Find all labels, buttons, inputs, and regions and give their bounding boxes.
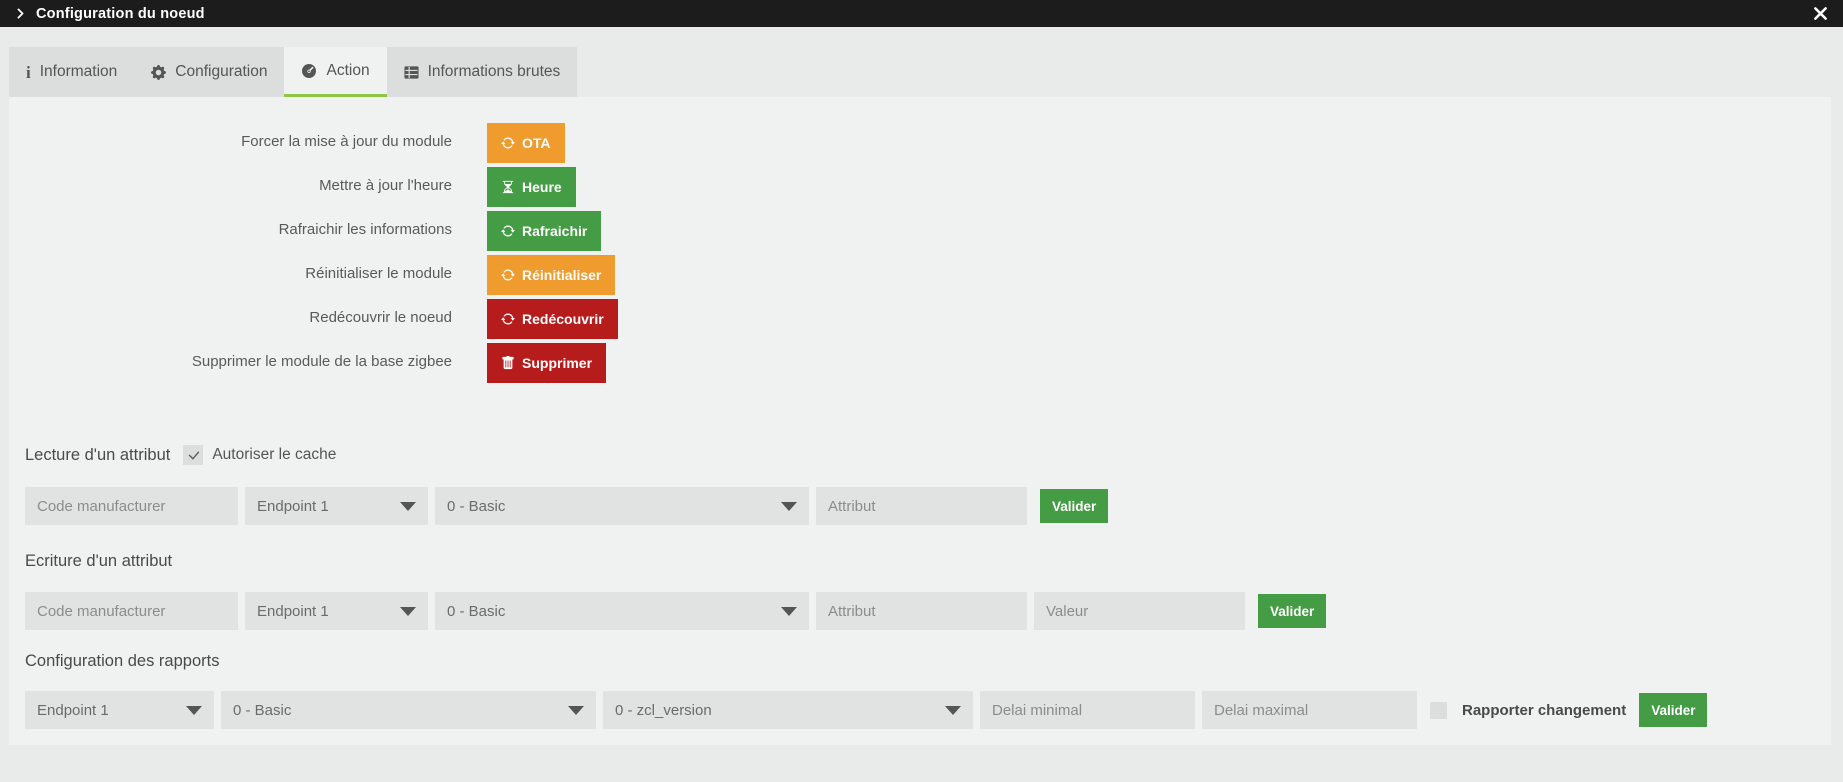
chevron-down-icon <box>400 501 416 511</box>
ota-button[interactable]: OTA <box>487 123 565 163</box>
action-tab-panel: Forcer la mise à jour du module OTA Mett… <box>9 97 1831 745</box>
refresh-icon <box>501 268 515 282</box>
cluster-select[interactable]: 0 - Basic <box>435 592 809 630</box>
report-change-label: Rapporter changement <box>1462 701 1627 719</box>
max-delay-input[interactable] <box>1202 691 1417 729</box>
allow-cache-label: Autoriser le cache <box>212 446 337 463</box>
button-label: Redécouvrir <box>522 311 604 327</box>
hourglass-icon <box>501 180 515 194</box>
select-value: 0 - Basic <box>233 701 292 719</box>
manufacturer-code-input[interactable] <box>25 487 238 525</box>
cluster-select[interactable]: 0 - Basic <box>435 487 809 525</box>
read-attribute-heading-row: Lecture d'un attribut Autoriser le cache <box>25 445 1831 465</box>
reports-form: Endpoint 1 0 - Basic 0 - zcl_version Rap… <box>25 691 1831 729</box>
write-attribute-heading-row: Ecriture d'un attribut <box>25 552 1831 571</box>
action-row-ota: Forcer la mise à jour du module OTA <box>25 123 1831 163</box>
read-attribute-form: Endpoint 1 0 - Basic Valider <box>25 487 1831 525</box>
chevron-down-icon <box>400 606 416 616</box>
tab-label: Informations brutes <box>427 63 561 80</box>
read-attribute-heading: Lecture d'un attribut <box>25 445 171 464</box>
button-label: Réinitialiser <box>522 267 602 283</box>
tachometer-icon <box>301 63 317 79</box>
refresh-icon <box>501 312 515 326</box>
tab-label: Action <box>326 61 370 79</box>
select-value: Endpoint 1 <box>37 701 109 719</box>
chevron-down-icon <box>186 705 202 715</box>
chevron-down-icon <box>781 606 797 616</box>
tab-action[interactable]: Action <box>284 47 387 97</box>
info-icon: i <box>26 62 31 82</box>
select-value: 0 - Basic <box>447 497 506 515</box>
tab-label: Information <box>39 63 118 80</box>
select-value: Endpoint 1 <box>257 497 329 515</box>
check-icon <box>188 451 199 459</box>
write-attribute-form: Endpoint 1 0 - Basic Valider <box>25 592 1831 630</box>
tab-bar: i Information Configuration Action Infor… <box>9 47 1843 97</box>
tab-informations-brutes[interactable]: Informations brutes <box>386 47 578 97</box>
reset-module-button[interactable]: Réinitialiser <box>487 255 616 295</box>
action-label: Réinitialiser le module <box>305 265 452 282</box>
refresh-info-button[interactable]: Rafraichir <box>487 211 602 251</box>
action-label: Supprimer le module de la base zigbee <box>191 353 452 370</box>
allow-cache-checkbox[interactable] <box>183 445 204 465</box>
update-time-button[interactable]: Heure <box>487 167 576 207</box>
attribute-select[interactable]: 0 - zcl_version <box>603 691 973 729</box>
report-change-checkbox[interactable] <box>1430 701 1447 719</box>
attribute-input[interactable] <box>816 487 1027 525</box>
close-icon <box>1813 6 1828 21</box>
trash-icon <box>501 356 515 370</box>
chevron-right-icon <box>15 7 26 20</box>
chevron-down-icon <box>945 705 961 715</box>
button-label: OTA <box>522 135 551 151</box>
action-label: Forcer la mise à jour du module <box>241 133 452 150</box>
endpoint-select[interactable]: Endpoint 1 <box>25 691 214 729</box>
endpoint-select[interactable]: Endpoint 1 <box>245 592 428 630</box>
reports-heading-row: Configuration des rapports <box>25 652 1831 671</box>
action-row-supprimer: Supprimer le module de la base zigbee Su… <box>25 343 1831 383</box>
refresh-icon <box>501 136 515 150</box>
modal-titlebar: Configuration du noeud <box>0 0 1843 27</box>
tab-information[interactable]: i Information <box>9 47 135 97</box>
attribute-input[interactable] <box>816 592 1027 630</box>
reports-heading: Configuration des rapports <box>25 652 220 670</box>
button-label: Supprimer <box>522 355 593 371</box>
action-row-reinitialiser: Réinitialiser le module Réinitialiser <box>25 255 1831 295</box>
select-value: Endpoint 1 <box>257 602 329 620</box>
action-label: Redécouvrir le noeud <box>309 309 452 326</box>
read-attribute-submit-button[interactable]: Valider <box>1040 489 1109 523</box>
reports-submit-button[interactable]: Valider <box>1639 693 1708 727</box>
write-attribute-submit-button[interactable]: Valider <box>1258 594 1327 628</box>
action-label: Mettre à jour l'heure <box>319 177 452 194</box>
endpoint-select[interactable]: Endpoint 1 <box>245 487 428 525</box>
chevron-down-icon <box>568 705 584 715</box>
tab-configuration[interactable]: Configuration <box>134 47 285 97</box>
value-input[interactable] <box>1034 592 1245 630</box>
close-button[interactable] <box>1813 6 1828 21</box>
select-value: 0 - Basic <box>447 602 506 620</box>
select-value: 0 - zcl_version <box>615 701 712 719</box>
action-row-heure: Mettre à jour l'heure Heure <box>25 167 1831 207</box>
refresh-icon <box>501 224 515 238</box>
button-label: Heure <box>522 179 562 195</box>
manufacturer-code-input[interactable] <box>25 592 238 630</box>
delete-module-button[interactable]: Supprimer <box>487 343 607 383</box>
table-list-icon <box>404 65 419 80</box>
button-label: Rafraichir <box>522 223 588 239</box>
action-row-rafraichir: Rafraichir les informations Rafraichir <box>25 211 1831 251</box>
cluster-select[interactable]: 0 - Basic <box>221 691 596 729</box>
tab-label: Configuration <box>175 63 268 80</box>
action-row-redecouvrir: Redécouvrir le noeud Redécouvrir <box>25 299 1831 339</box>
min-delay-input[interactable] <box>980 691 1195 729</box>
gear-icon <box>151 64 167 80</box>
rediscover-node-button[interactable]: Redécouvrir <box>487 299 618 339</box>
action-label: Rafraichir les informations <box>278 221 452 238</box>
chevron-down-icon <box>781 501 797 511</box>
write-attribute-heading: Ecriture d'un attribut <box>25 552 173 570</box>
modal-title: Configuration du noeud <box>36 5 205 22</box>
